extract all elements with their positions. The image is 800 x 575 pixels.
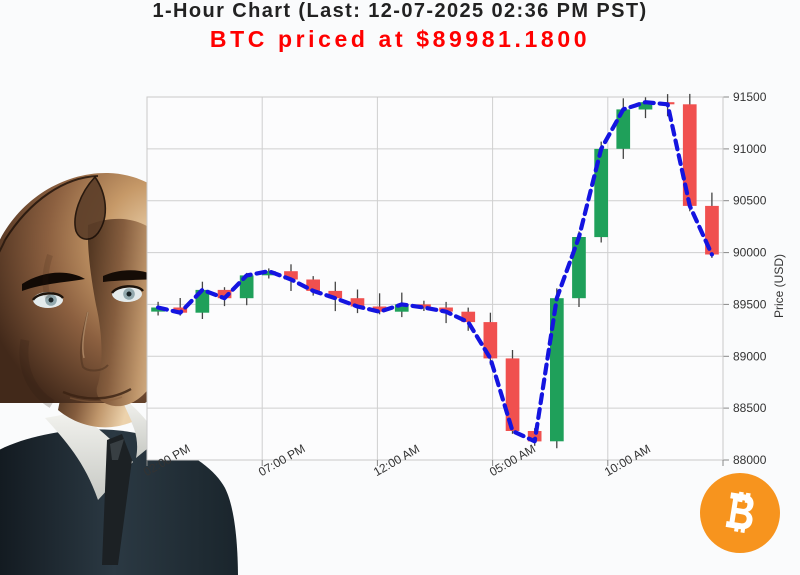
svg-text:89000: 89000 <box>733 349 767 363</box>
svg-text:90500: 90500 <box>733 194 767 208</box>
svg-text:91000: 91000 <box>733 142 767 156</box>
svg-text:91500: 91500 <box>733 90 767 104</box>
svg-text:88000: 88000 <box>733 453 767 467</box>
svg-text:90000: 90000 <box>733 246 767 260</box>
svg-text:88500: 88500 <box>733 401 767 415</box>
svg-text:89500: 89500 <box>733 297 767 311</box>
